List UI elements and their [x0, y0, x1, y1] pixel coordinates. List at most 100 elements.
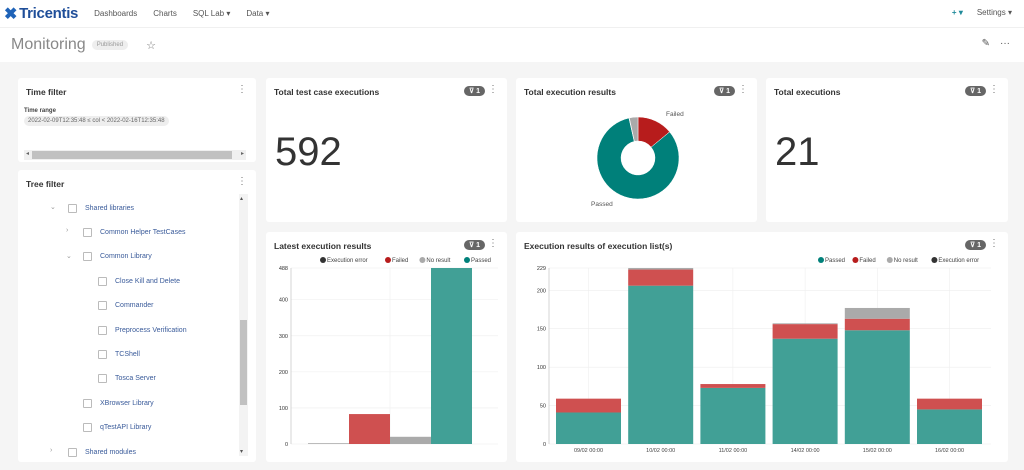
legend-marker	[818, 257, 824, 263]
status-badge: Published	[91, 40, 129, 50]
add-menu-button[interactable]: + ▾	[951, 8, 963, 17]
tree-item[interactable]: TCShell	[98, 348, 140, 360]
legend-marker	[852, 257, 859, 263]
tree-item[interactable]: Tosca Server	[98, 373, 156, 385]
bar-segment-no-result	[772, 323, 838, 325]
checkbox[interactable]	[98, 276, 107, 286]
nav-dashboards[interactable]: Dashboards	[94, 9, 138, 18]
tree-item[interactable]: Common Helper TestCases	[83, 226, 185, 238]
checkbox[interactable]	[98, 325, 107, 335]
x-tick-label: 09/02 00:00	[574, 448, 603, 454]
kebab-menu-icon[interactable]: ⋮	[738, 84, 748, 95]
vertical-scrollbar[interactable]: ▴ ▾	[239, 194, 248, 456]
scroll-up-icon[interactable]: ▴	[240, 196, 244, 202]
top-nav-bar: ✖ Tricentis Dashboards Charts SQL Lab ▾ D…	[0, 0, 1024, 28]
y-tick-label: 400	[279, 298, 288, 304]
tree-item-label: Shared libraries	[85, 204, 135, 212]
bar-failed	[349, 414, 390, 444]
y-tick-label: 0	[285, 442, 288, 448]
kebab-menu-icon[interactable]: ⋮	[237, 176, 247, 187]
filter-badge[interactable]: ⊽ 1	[714, 86, 735, 96]
scroll-right-icon[interactable]: ▸	[240, 151, 244, 157]
chevron-down-icon[interactable]: ⌄	[50, 204, 56, 211]
checkbox[interactable]	[98, 374, 107, 384]
nav-charts[interactable]: Charts	[153, 9, 177, 18]
bar-segment-failed	[772, 324, 838, 339]
y-tick-label: 100	[537, 365, 546, 371]
x-tick-label: 11/02 00:00	[719, 448, 748, 454]
checkbox[interactable]	[68, 203, 77, 213]
bar-segment-failed	[700, 384, 766, 388]
time-range-value[interactable]: 2022-02-09T12:35:48 ≤ col < 2022-02-16T1…	[24, 116, 169, 126]
scrollbar-thumb[interactable]	[32, 151, 232, 159]
checkbox[interactable]	[98, 349, 107, 359]
legend-marker	[419, 257, 426, 263]
kebab-menu-icon[interactable]: ⋮	[488, 84, 498, 95]
x-tick-label: 16/02 00:00	[935, 448, 964, 454]
kebab-menu-icon[interactable]: ⋮	[488, 238, 498, 249]
bar-execution-error	[308, 443, 349, 444]
tree-item[interactable]: Shared libraries	[68, 202, 134, 214]
card-title: Latest execution results	[274, 241, 372, 251]
time-filter-card: Time filter ⋮ Time range 2022-02-09T12:3…	[18, 78, 256, 162]
kebab-menu-icon[interactable]: ⋮	[989, 84, 999, 95]
scrollbar-thumb[interactable]	[240, 320, 247, 405]
tree-item[interactable]: XBrowser Library	[83, 397, 154, 409]
filter-badge[interactable]: ⊽ 1	[464, 86, 485, 96]
page-title: Monitoring	[11, 36, 86, 53]
y-tick-label: 100	[279, 406, 288, 412]
checkbox[interactable]	[83, 398, 92, 408]
tree-item[interactable]: Close Kill and Delete	[98, 275, 180, 287]
tree-item[interactable]: qTestAPI Library	[83, 422, 151, 434]
more-icon[interactable]: ···	[1000, 38, 1010, 49]
tree-item[interactable]: Commander	[98, 300, 154, 312]
filter-count: 1	[977, 88, 981, 95]
donut-chart: Failed Passed	[591, 111, 684, 208]
y-tick-label: 50	[540, 404, 546, 410]
checkbox[interactable]	[68, 447, 77, 457]
tree-item[interactable]: Shared modules	[68, 446, 136, 458]
bar-segment-passed	[917, 409, 982, 444]
checkbox[interactable]	[83, 423, 92, 433]
checkbox[interactable]	[83, 227, 92, 237]
legend-marker	[464, 257, 470, 263]
bar-segment-passed	[772, 338, 838, 444]
legend-item-no-result: No result	[894, 258, 918, 264]
bar-segment-failed	[844, 318, 910, 331]
chevron-down-icon[interactable]: ⌄	[66, 252, 72, 260]
nav-sql-lab[interactable]: SQL Lab ▾	[192, 9, 231, 18]
kebab-menu-icon[interactable]: ⋮	[237, 84, 247, 95]
big-number: 21	[775, 130, 820, 174]
x-tick-label: 14/02 00:00	[791, 448, 820, 454]
legend-item-no-result: No result	[426, 258, 450, 264]
tree-item[interactable]: Preprocess Verification	[98, 324, 187, 336]
filter-count: 1	[476, 242, 480, 249]
checkbox[interactable]	[98, 301, 107, 311]
big-number: 592	[275, 130, 342, 174]
horizontal-scrollbar[interactable]: ◂ ▸	[24, 150, 246, 160]
card-title: Total executions	[774, 87, 841, 97]
scroll-down-icon[interactable]: ▾	[240, 449, 244, 455]
legend-item-passed: Passed	[825, 258, 845, 264]
brand-logo[interactable]: ✖ Tricentis	[4, 4, 78, 24]
brand-name: Tricentis	[19, 5, 79, 22]
latest-execution-results-card: Latest execution results ⊽ 1 ⋮ 0 100 200 30…	[266, 232, 507, 462]
star-icon[interactable]: ☆	[146, 39, 156, 52]
scroll-left-icon[interactable]: ◂	[26, 151, 30, 157]
filter-badge[interactable]: ⊽ 1	[965, 86, 986, 96]
y-tick-label: 200	[279, 370, 288, 376]
chevron-right-icon[interactable]: ›	[66, 227, 69, 235]
edit-icon[interactable]: ✎	[981, 38, 990, 49]
tree-item[interactable]: Common Library	[83, 251, 152, 263]
y-tick-label: 488	[279, 266, 288, 272]
chevron-right-icon[interactable]: ›	[50, 447, 53, 454]
filter-badge[interactable]: ⊽ 1	[464, 240, 485, 250]
kebab-menu-icon[interactable]: ⋮	[989, 238, 999, 249]
nav-data[interactable]: Data ▾	[246, 9, 270, 18]
bar-segment-failed	[628, 269, 694, 286]
checkbox[interactable]	[83, 252, 92, 262]
tree-item-label: TCShell	[115, 350, 140, 358]
legend-marker	[886, 257, 893, 263]
settings-menu[interactable]: Settings ▾	[976, 8, 1012, 17]
filter-badge[interactable]: ⊽ 1	[965, 240, 986, 250]
